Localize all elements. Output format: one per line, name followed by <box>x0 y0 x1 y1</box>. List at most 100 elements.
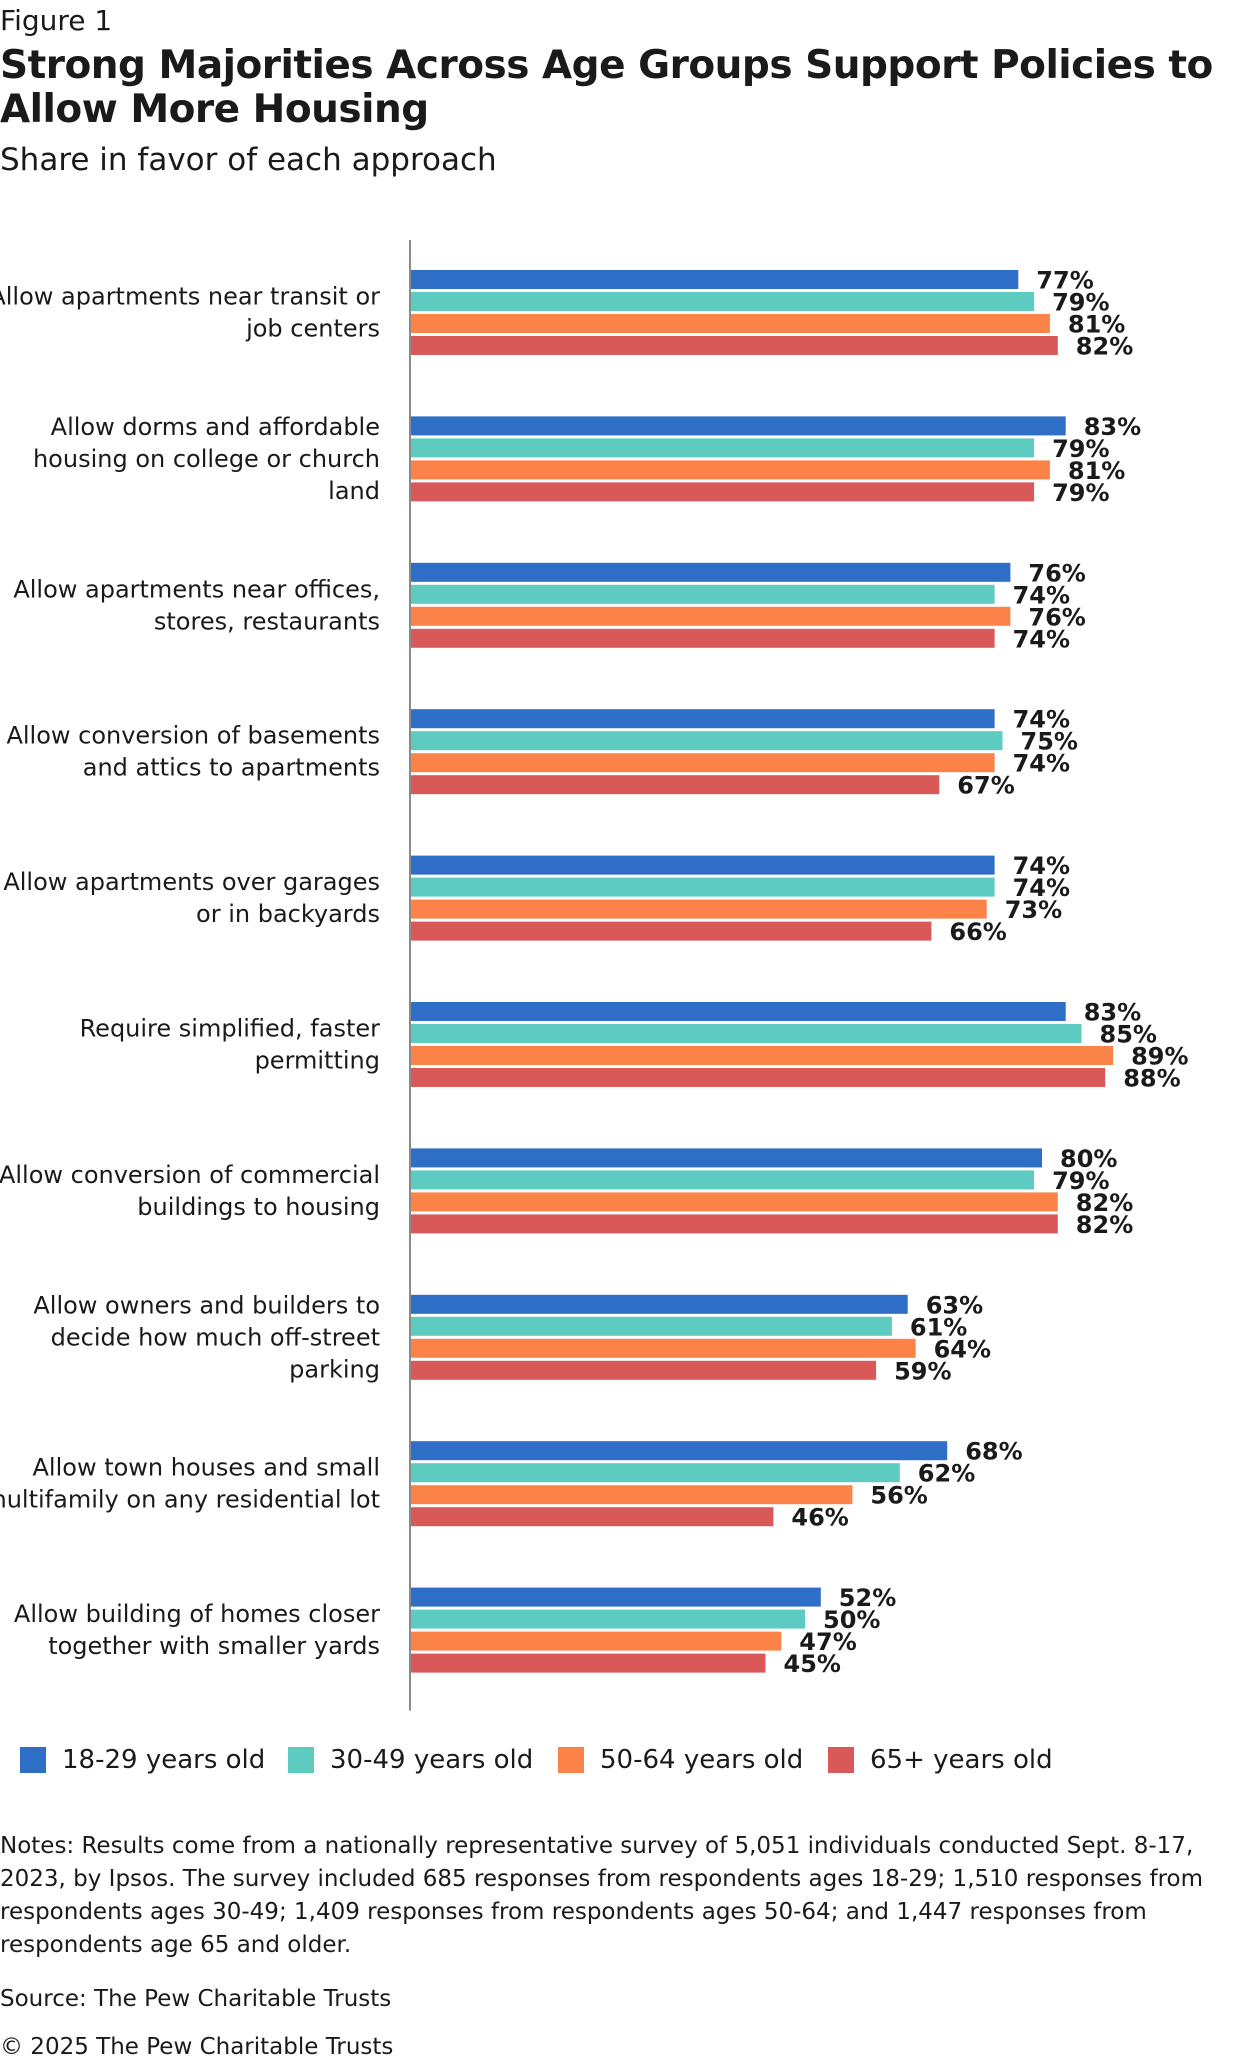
data-label: 89% <box>1131 1043 1188 1071</box>
category-label: Allow conversion of commercial buildings … <box>0 1161 380 1221</box>
bar <box>410 1192 1058 1212</box>
bar <box>410 1338 916 1358</box>
legend-swatch <box>20 1747 46 1773</box>
data-label: 79% <box>1052 289 1109 317</box>
legend-item: 65+ years old <box>828 1740 1053 1780</box>
data-label: 74% <box>1013 750 1070 778</box>
bar <box>410 1653 766 1673</box>
category-label: Allow owners and builders to decide how m… <box>33 1291 380 1383</box>
category-label: Require simplified, faster permitting <box>80 1015 381 1075</box>
data-label: 76% <box>1028 603 1085 631</box>
bar <box>410 482 1035 502</box>
data-label: 64% <box>934 1335 991 1363</box>
bar <box>410 775 940 795</box>
bar <box>410 1170 1035 1190</box>
legend-item: 50-64 years old <box>558 1740 803 1780</box>
legend-label: 18-29 years old <box>62 1745 266 1775</box>
data-label: 80% <box>1060 1145 1117 1173</box>
data-label: 74% <box>1013 874 1070 902</box>
bar <box>410 270 1019 289</box>
bar <box>410 855 995 875</box>
data-label: 63% <box>926 1291 983 1319</box>
data-label: 56% <box>870 1482 927 1510</box>
bar <box>410 1507 774 1527</box>
data-label: 52% <box>839 1584 896 1612</box>
data-label: 81% <box>1068 457 1125 485</box>
bar <box>410 1046 1114 1065</box>
bar <box>410 438 1035 458</box>
bar <box>410 314 1050 333</box>
bar <box>410 562 1011 582</box>
data-label: 79% <box>1052 435 1109 463</box>
bar <box>410 753 995 773</box>
data-label: 61% <box>910 1313 967 1341</box>
data-label: 88% <box>1123 1065 1180 1093</box>
bar <box>410 1316 892 1336</box>
bar <box>410 1485 853 1505</box>
data-label: 46% <box>791 1504 848 1532</box>
chart-legend: 18-29 years old 30-49 years old 50-64 year… <box>20 1740 1220 1780</box>
data-label: 45% <box>784 1650 841 1678</box>
bar <box>410 584 995 604</box>
legend-swatch <box>828 1747 854 1773</box>
data-label: 77% <box>1036 267 1093 295</box>
data-label: 81% <box>1068 311 1125 339</box>
source: Source: The Pew Charitable Trusts <box>0 1986 392 2012</box>
bar <box>410 877 995 897</box>
bar <box>410 709 995 729</box>
data-label: 74% <box>1013 625 1070 653</box>
bar <box>410 1609 805 1629</box>
data-label: 76% <box>1028 559 1085 587</box>
bar <box>410 1294 908 1314</box>
bar <box>410 1463 900 1483</box>
bar <box>410 606 1011 626</box>
legend-label: 30-49 years old <box>330 1745 534 1775</box>
category-label: Allow apartments near transit or job cent… <box>0 283 380 343</box>
bar <box>410 628 995 648</box>
data-label: 74% <box>1013 581 1070 609</box>
data-label: 67% <box>957 772 1014 800</box>
bar-chart: Allow apartments near transit or job cent… <box>0 240 1189 1711</box>
bar <box>410 1360 877 1380</box>
data-label: 66% <box>949 918 1006 946</box>
bar <box>410 416 1066 436</box>
bar <box>410 1024 1082 1043</box>
data-label: 85% <box>1100 1021 1157 1049</box>
bar <box>410 1441 948 1461</box>
bar <box>410 1068 1106 1087</box>
chart-title: Strong Majorities Across Age Groups Supp… <box>0 43 1213 132</box>
data-label: 47% <box>799 1628 856 1656</box>
legend-swatch <box>558 1747 584 1773</box>
data-label: 50% <box>823 1606 880 1634</box>
data-label: 82% <box>1076 333 1133 361</box>
bar <box>410 921 932 941</box>
data-label: 83% <box>1084 413 1141 441</box>
bar <box>410 1002 1066 1021</box>
data-label: 82% <box>1076 1211 1133 1239</box>
data-label: 79% <box>1052 479 1109 507</box>
data-label: 75% <box>1021 728 1078 756</box>
bar <box>410 336 1058 355</box>
data-label: 74% <box>1013 706 1070 734</box>
data-label: 68% <box>965 1438 1022 1466</box>
category-label: Allow dorms and affordable housing on col… <box>33 413 380 505</box>
data-label: 82% <box>1076 1189 1133 1217</box>
category-label: Allow conversion of basements and attics … <box>6 722 380 782</box>
bar <box>410 460 1050 480</box>
bar <box>410 1587 821 1607</box>
category-label: Allow building of homes closer together w… <box>14 1600 380 1660</box>
bar <box>410 1148 1042 1168</box>
bar <box>410 292 1035 311</box>
legend-label: 50-64 years old <box>600 1745 804 1775</box>
bar <box>410 899 987 919</box>
data-label: 74% <box>1013 852 1070 880</box>
chart-subtitle: Share in favor of each approach <box>0 142 497 178</box>
data-label: 73% <box>1005 896 1062 924</box>
data-label: 59% <box>894 1357 951 1385</box>
bar <box>410 1214 1058 1234</box>
legend-item: 30-49 years old <box>288 1740 533 1780</box>
figure-label: Figure 1 <box>0 4 113 37</box>
category-label: Allow apartments near offices, stores, re… <box>13 575 380 635</box>
legend-item: 18-29 years old <box>20 1740 265 1780</box>
bar <box>410 1631 782 1651</box>
